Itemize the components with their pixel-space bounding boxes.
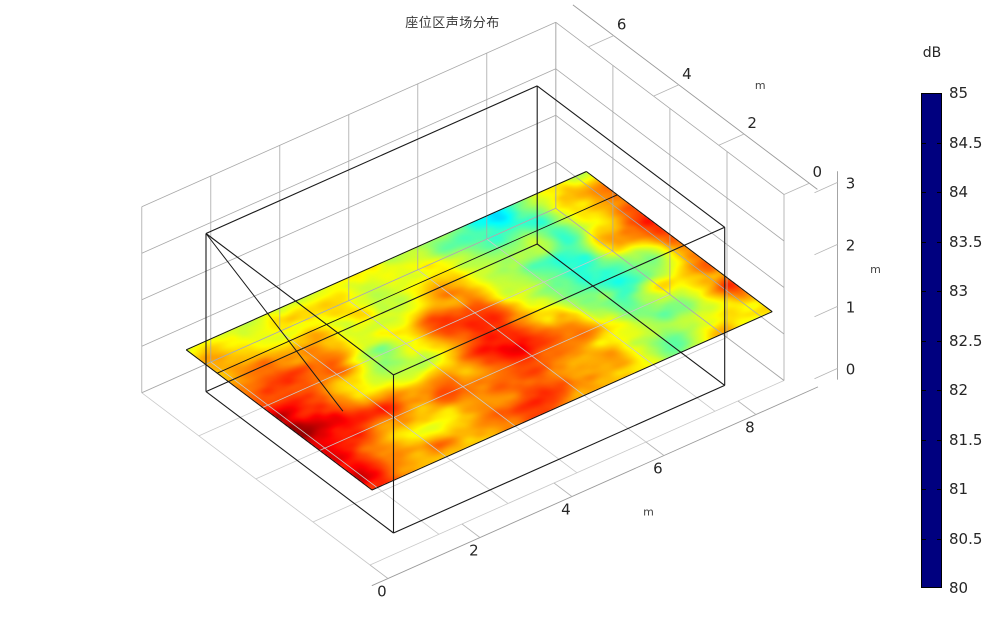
- y-tick-label: 6: [617, 16, 627, 34]
- y-axis-line: [572, 4, 818, 190]
- gridline-rightwall: [555, 68, 785, 242]
- z-tick-label: 0: [846, 360, 856, 378]
- colorbar-tick-mark: [921, 489, 926, 490]
- gridline-floor: [369, 380, 785, 566]
- room-wireframe-edge: [205, 233, 394, 376]
- x-tick-label: 6: [653, 460, 663, 478]
- room-wireframe-edge: [393, 384, 725, 534]
- colorbar-tick-mark: [921, 390, 926, 391]
- colorbar-tick-label: 81: [949, 480, 969, 498]
- colorbar-tick-mark: [937, 539, 942, 540]
- gridline-backwall: [141, 207, 556, 394]
- z-tick-label: 1: [846, 298, 856, 316]
- z-tick-label: 3: [846, 174, 856, 192]
- colorbar[interactable]: [921, 93, 942, 588]
- colorbar-tick-mark: [921, 539, 926, 540]
- colorbar-tick-mark: [937, 489, 942, 490]
- gridline-floor: [198, 250, 614, 437]
- colorbar-tick-label: 81.5: [949, 430, 983, 449]
- y-axis-unit-label: m: [755, 79, 766, 92]
- gridline-backwall: [141, 21, 556, 208]
- z-axis-unit-label: m: [870, 263, 881, 276]
- colorbar-tick-mark: [937, 390, 942, 391]
- x-tick-label: 0: [377, 583, 387, 601]
- gridline-backwall: [141, 161, 556, 347]
- colorbar-tick-mark: [937, 291, 942, 292]
- gridline-rightwall: [555, 161, 785, 335]
- gridline-floor: [312, 337, 728, 523]
- x-tick-mark: [737, 400, 757, 415]
- surface-outline: [185, 171, 587, 351]
- colorbar-tick-label: 83: [949, 282, 969, 300]
- gridline-floor: [255, 294, 671, 480]
- colorbar-tick-label: 82: [949, 381, 969, 399]
- room-wireframe-edge: [536, 85, 726, 228]
- x-tick-label: 2: [469, 542, 479, 560]
- gridline-backwall: [141, 68, 556, 254]
- z-tick-mark: [814, 368, 838, 380]
- colorbar-tick-label: 80.5: [949, 529, 983, 548]
- y-tick-mark: [783, 182, 810, 195]
- colorbar-tick-label: 82.5: [949, 331, 983, 350]
- room-wireframe-edge: [205, 243, 538, 393]
- x-tick-mark: [369, 564, 389, 579]
- colorbar-tick-mark: [921, 192, 926, 193]
- z-tick-label: 2: [846, 236, 856, 254]
- surface-seam: [217, 194, 618, 374]
- colorbar-tick-mark: [937, 192, 942, 193]
- surface-outline: [371, 311, 773, 491]
- y-tick-label: 2: [747, 114, 757, 132]
- gridline-rightwall: [555, 207, 785, 381]
- gridline-backwall: [141, 114, 556, 301]
- x-axis-line: [371, 386, 819, 587]
- colorbar-tick-mark: [937, 440, 942, 441]
- room-wireframe-edge: [536, 243, 726, 386]
- colorbar-tick-mark: [921, 143, 926, 144]
- z-tick-mark: [814, 182, 838, 194]
- colorbar-title: dB: [922, 45, 942, 61]
- colorbar-tick-mark: [937, 143, 942, 144]
- z-tick-mark: [814, 306, 838, 318]
- colorbar-tick-label: 84: [949, 183, 969, 201]
- colorbar-tick-label: 85: [949, 84, 969, 102]
- gridline-rightwall: [555, 21, 785, 195]
- room-wireframe-edge: [205, 85, 538, 235]
- y-tick-mark: [653, 84, 680, 97]
- room-wireframe-edge: [205, 391, 394, 534]
- y-tick-mark: [718, 133, 745, 146]
- colorbar-tick-label: 80: [949, 579, 969, 597]
- y-tick-label: 4: [682, 65, 692, 83]
- colorbar-tick-mark: [921, 341, 926, 342]
- z-tick-mark: [814, 244, 838, 256]
- colorbar-tick-mark: [937, 242, 942, 243]
- y-tick-mark: [588, 35, 614, 48]
- x-tick-mark: [461, 523, 481, 538]
- y-tick-label: 0: [813, 163, 823, 181]
- x-tick-mark: [553, 482, 573, 497]
- x-tick-mark: [645, 441, 665, 456]
- colorbar-tick-mark: [937, 341, 942, 342]
- gridline-rightwall: [555, 114, 785, 288]
- x-tick-label: 4: [561, 501, 571, 519]
- x-tick-label: 8: [745, 419, 755, 437]
- colorbar-tick-mark: [921, 242, 926, 243]
- room-wireframe-edge: [205, 233, 344, 412]
- room-wireframe-edge: [393, 226, 725, 376]
- colorbar-tick-label: 83.5: [949, 232, 983, 251]
- x-axis-unit-label: m: [643, 506, 654, 519]
- colorbar-tick-label: 84.5: [949, 133, 983, 152]
- colorbar-tick-mark: [921, 291, 926, 292]
- surface-outline: [185, 349, 373, 491]
- colorbar-tick-mark: [921, 440, 926, 441]
- colorbar-gradient: [922, 94, 941, 587]
